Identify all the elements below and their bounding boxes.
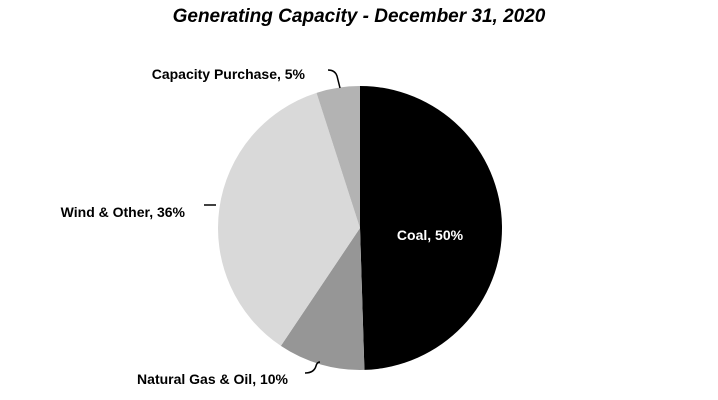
- pie-slice-coal: [360, 85, 503, 370]
- pie-slice-wind-other: [217, 92, 360, 346]
- data-label: Coal, 50%: [397, 227, 464, 243]
- pie-slice-natural-gas-oil: [280, 228, 365, 370]
- leader-line: [304, 361, 321, 374]
- leader-line: [327, 69, 341, 89]
- chart-title: Generating Capacity - December 31, 2020: [172, 6, 546, 27]
- pie-slice-capacity-purchase: [316, 86, 360, 228]
- data-label: Wind & Other, 36%: [61, 204, 186, 220]
- data-label: Natural Gas & Oil, 10%: [137, 371, 288, 387]
- data-label: Capacity Purchase, 5%: [152, 66, 306, 82]
